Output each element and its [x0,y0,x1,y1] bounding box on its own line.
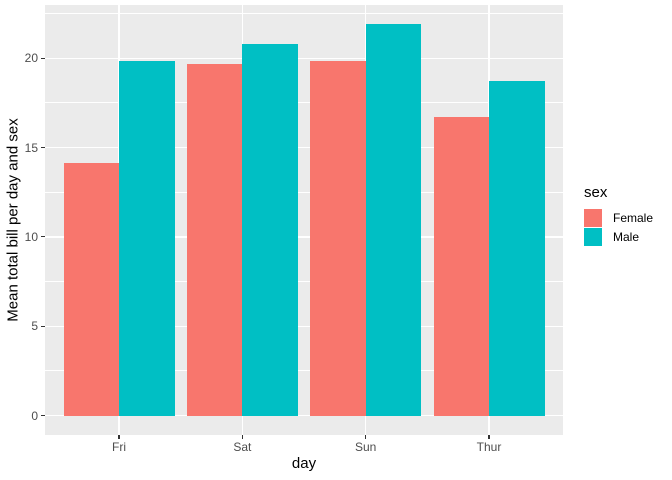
y-axis-title: Mean total bill per day and sex [4,118,22,322]
plot-panel [45,5,563,435]
x-tick-mark-sun [365,435,367,439]
bar-thur-female [433,116,489,416]
gridline-minor-y-17.5 [45,102,563,104]
legend-label-male: Male [613,229,640,244]
x-tick-mark-fri [118,435,120,439]
bar-fri-male [119,60,175,416]
x-axis-title: day [291,455,317,472]
gridline-major-y-5 [45,325,563,327]
bar-fri-female [63,162,119,416]
y-tick-mark-20 [41,57,45,59]
legend: sex Female Male [584,184,653,246]
bar-sun-male [365,24,422,416]
y-tick-label-0: 0 [31,408,38,423]
legend-keys: Female Male [584,208,653,246]
y-tick-mark-10 [41,236,45,238]
legend-label-female: Female [613,210,654,225]
bar-sat-female [186,63,243,416]
x-tick-label-fri: Fri [112,440,126,454]
bar-thur-male [489,81,545,416]
legend-key-male: Male [584,227,653,246]
y-tick-label-5: 5 [31,319,38,334]
y-tick-label-15: 15 [24,140,38,155]
y-tick-mark-0 [41,414,45,417]
x-tick-label-thur: Thur [476,440,502,454]
gridline-major-y-15 [45,146,563,149]
legend-swatch-male [584,227,602,246]
gridline-minor-y-2.5 [45,370,563,372]
gridline-minor-y-7.5 [45,281,563,282]
x-tick-mark-sat [241,435,243,439]
x-tick-label-sun: Sun [354,440,377,454]
gridline-minor-y-12.5 [45,191,563,193]
gridline-major-y-10 [45,236,563,238]
y-tick-label-20: 20 [24,51,38,66]
bar-sat-male [242,43,298,416]
gridline-major-y-20 [45,57,563,59]
x-tick-label-sat: Sat [233,440,252,454]
y-tick-mark-5 [41,325,45,327]
bar-sun-female [310,60,366,416]
y-tick-label-10: 10 [24,229,38,244]
gridline-major-y-0 [45,414,563,417]
legend-key-female: Female [584,208,653,227]
gridline-minor-y-22.5 [45,13,563,14]
y-tick-mark-15 [41,146,45,149]
legend-title: sex [584,184,608,201]
legend-swatch-female [584,208,602,227]
x-tick-mark-thur [488,435,490,439]
